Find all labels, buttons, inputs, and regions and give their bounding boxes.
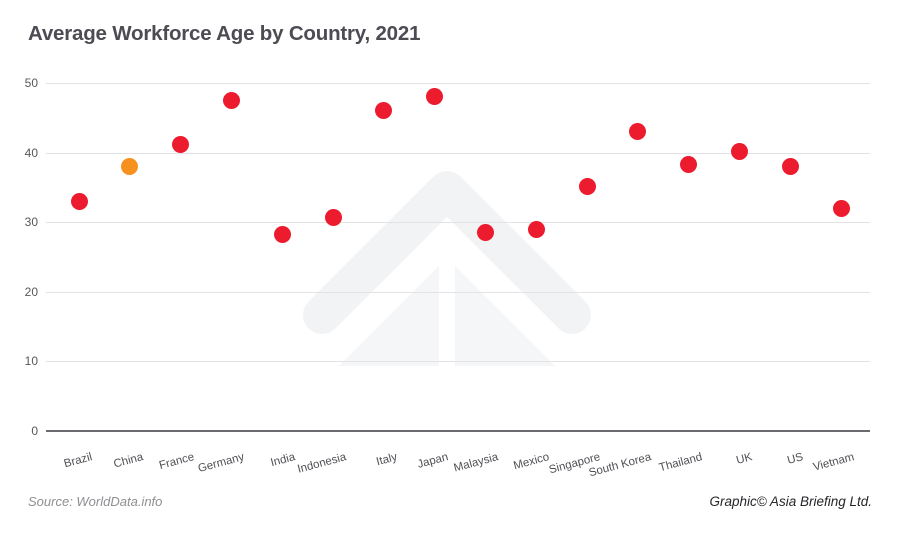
data-point-mexico — [527, 221, 545, 239]
data-point-thailand — [680, 155, 698, 173]
graphic-credit: Graphic© Asia Briefing Ltd. — [709, 494, 872, 509]
data-point-singapore — [578, 177, 596, 195]
gridline-50 — [46, 83, 870, 84]
y-tick-label-30: 30 — [24, 215, 38, 230]
y-tick-label-50: 50 — [24, 76, 38, 90]
y-tick-label-0: 0 — [31, 424, 38, 438]
source-credit: Source: WorldData.info — [28, 494, 163, 509]
data-point-china — [121, 158, 139, 176]
y-tick-label-10: 10 — [24, 354, 38, 369]
gridline-40 — [46, 152, 870, 154]
data-point-france — [172, 135, 190, 153]
gridline-30 — [46, 222, 870, 224]
data-point-japan — [426, 87, 444, 105]
chart-title: Average Workforce Age by Country, 2021 — [28, 22, 421, 45]
y-tick-label-40: 40 — [24, 145, 38, 160]
gridline-20 — [46, 291, 870, 293]
data-point-india — [273, 225, 291, 243]
watermark-chevron — [303, 171, 591, 334]
data-point-malaysia — [476, 224, 494, 242]
x-axis-line — [46, 430, 870, 432]
data-point-south-korea — [629, 123, 647, 141]
data-point-vietnam — [832, 200, 850, 218]
gridline-10 — [46, 361, 870, 363]
watermark-arrow-gap — [439, 250, 455, 375]
data-point-germany — [222, 91, 240, 109]
data-point-us — [781, 158, 799, 176]
data-point-brazil — [70, 192, 88, 210]
data-point-italy — [375, 101, 393, 119]
data-point-uk — [730, 143, 748, 161]
y-tick-label-20: 20 — [24, 284, 38, 299]
asia-briefing-logo-watermark — [303, 171, 591, 375]
data-point-indonesia — [324, 208, 342, 226]
